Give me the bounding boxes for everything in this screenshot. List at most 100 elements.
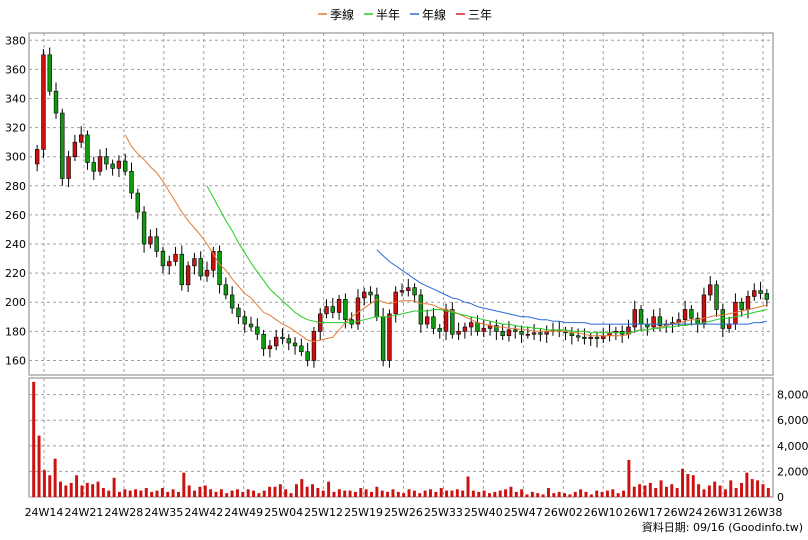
candle-body — [110, 163, 115, 169]
volume-bar — [546, 488, 550, 497]
x-tick-label: 25W04 — [264, 506, 303, 519]
volume-bar — [455, 489, 459, 497]
volume-bar — [353, 491, 357, 497]
volume-bar — [664, 486, 668, 497]
candle-body — [123, 160, 128, 172]
volume-bar — [155, 490, 159, 497]
candle-body — [104, 156, 109, 165]
volume-bar — [520, 489, 524, 497]
volume-bar — [654, 488, 658, 497]
legend-label-2: 年線 — [422, 7, 446, 22]
volume-bar — [605, 490, 609, 497]
x-tick-label: 24W14 — [25, 506, 64, 519]
volume-bar — [563, 493, 567, 497]
volume-bar — [166, 491, 170, 497]
volume-plot-area — [28, 377, 774, 498]
volume-bar — [702, 489, 706, 497]
volume-bar — [723, 489, 727, 497]
volume-bar — [750, 479, 754, 497]
volume-bar — [252, 490, 256, 497]
price-tick-label: 160 — [5, 354, 26, 367]
price-tick-label: 240 — [5, 238, 26, 251]
volume-bar — [386, 491, 390, 497]
candle-body — [506, 329, 512, 337]
volume-bar — [37, 435, 41, 497]
x-tick-label: 25W40 — [464, 506, 503, 519]
candle-body — [248, 323, 254, 328]
candle-body — [657, 316, 663, 326]
price-tick-label: 360 — [5, 63, 26, 76]
candle-body — [701, 294, 707, 325]
candle-body — [387, 313, 392, 361]
volume-bar — [557, 491, 561, 497]
volume-bar — [418, 493, 422, 497]
volume-bar — [396, 491, 400, 497]
volume-bar — [375, 486, 379, 497]
price-tick-label: 260 — [5, 209, 26, 222]
x-tick-label: 25W12 — [304, 506, 343, 519]
volume-bar — [525, 494, 529, 497]
volume-bar — [32, 381, 36, 497]
x-tick-label: 25W33 — [424, 506, 463, 519]
volume-bar — [734, 488, 738, 497]
volume-bar — [391, 489, 395, 497]
candle-body — [286, 338, 291, 344]
volume-bar — [139, 490, 143, 497]
x-axis: 24W14 24W21 24W28 24W35 24W42 24W49 25W04 25W12… — [25, 506, 783, 519]
candle-body — [764, 293, 770, 300]
volume-bar — [493, 491, 497, 497]
volume-bar — [257, 493, 261, 497]
volume-bar — [729, 480, 733, 497]
candle-body — [34, 149, 40, 165]
candle-body — [469, 322, 474, 328]
volume-bar — [209, 489, 213, 497]
candle-body — [141, 211, 147, 245]
volume-bar — [348, 490, 352, 497]
volume-bar — [316, 488, 320, 497]
volume-bar — [466, 476, 470, 497]
candle-body — [632, 309, 637, 328]
volume-bar — [713, 481, 717, 497]
volume-bar — [118, 491, 121, 497]
price-panel: 160 180 200 220 240 260 280 300 320 340 360 380 — [5, 32, 774, 376]
volume-bar — [91, 484, 95, 497]
volume-bar — [429, 489, 432, 497]
volume-bar — [530, 491, 534, 497]
candle-body — [167, 261, 172, 267]
candle-body — [758, 290, 763, 294]
x-tick-label: 26W31 — [704, 506, 743, 519]
candle-body — [173, 253, 178, 262]
candle-body — [651, 316, 656, 328]
x-tick-label: 26W02 — [544, 506, 583, 519]
volume-tick-label: 2,000 — [777, 465, 808, 478]
volume-bar — [85, 482, 89, 497]
volume-bar — [504, 489, 508, 497]
volume-bar — [300, 479, 304, 497]
volume-bar — [160, 488, 164, 497]
x-tick-label: 24W42 — [184, 506, 223, 519]
volume-bar — [509, 486, 513, 497]
ma-quarter-line — [124, 134, 768, 343]
candle-body — [60, 112, 65, 179]
volume-bar — [225, 493, 229, 497]
candle-body — [462, 326, 468, 332]
volume-tick-label: 0 — [777, 491, 784, 504]
volume-bar — [579, 489, 583, 497]
volume-bar — [343, 490, 347, 497]
candle-body — [531, 332, 537, 335]
legend-label-0: 季線 — [330, 7, 354, 22]
volume-bar — [53, 458, 57, 497]
candle-body — [594, 336, 600, 339]
volume-bar — [498, 490, 502, 497]
candle-body — [299, 345, 304, 353]
candle-body — [261, 333, 266, 350]
volume-bar — [766, 488, 770, 497]
volume-bar — [697, 484, 701, 497]
candle-body — [179, 253, 185, 286]
price-plot-area — [28, 32, 774, 376]
candle-body — [91, 162, 96, 172]
candle-body — [481, 328, 486, 332]
volume-bar — [182, 472, 186, 497]
candle-body — [53, 90, 59, 114]
candle-body — [236, 307, 241, 318]
